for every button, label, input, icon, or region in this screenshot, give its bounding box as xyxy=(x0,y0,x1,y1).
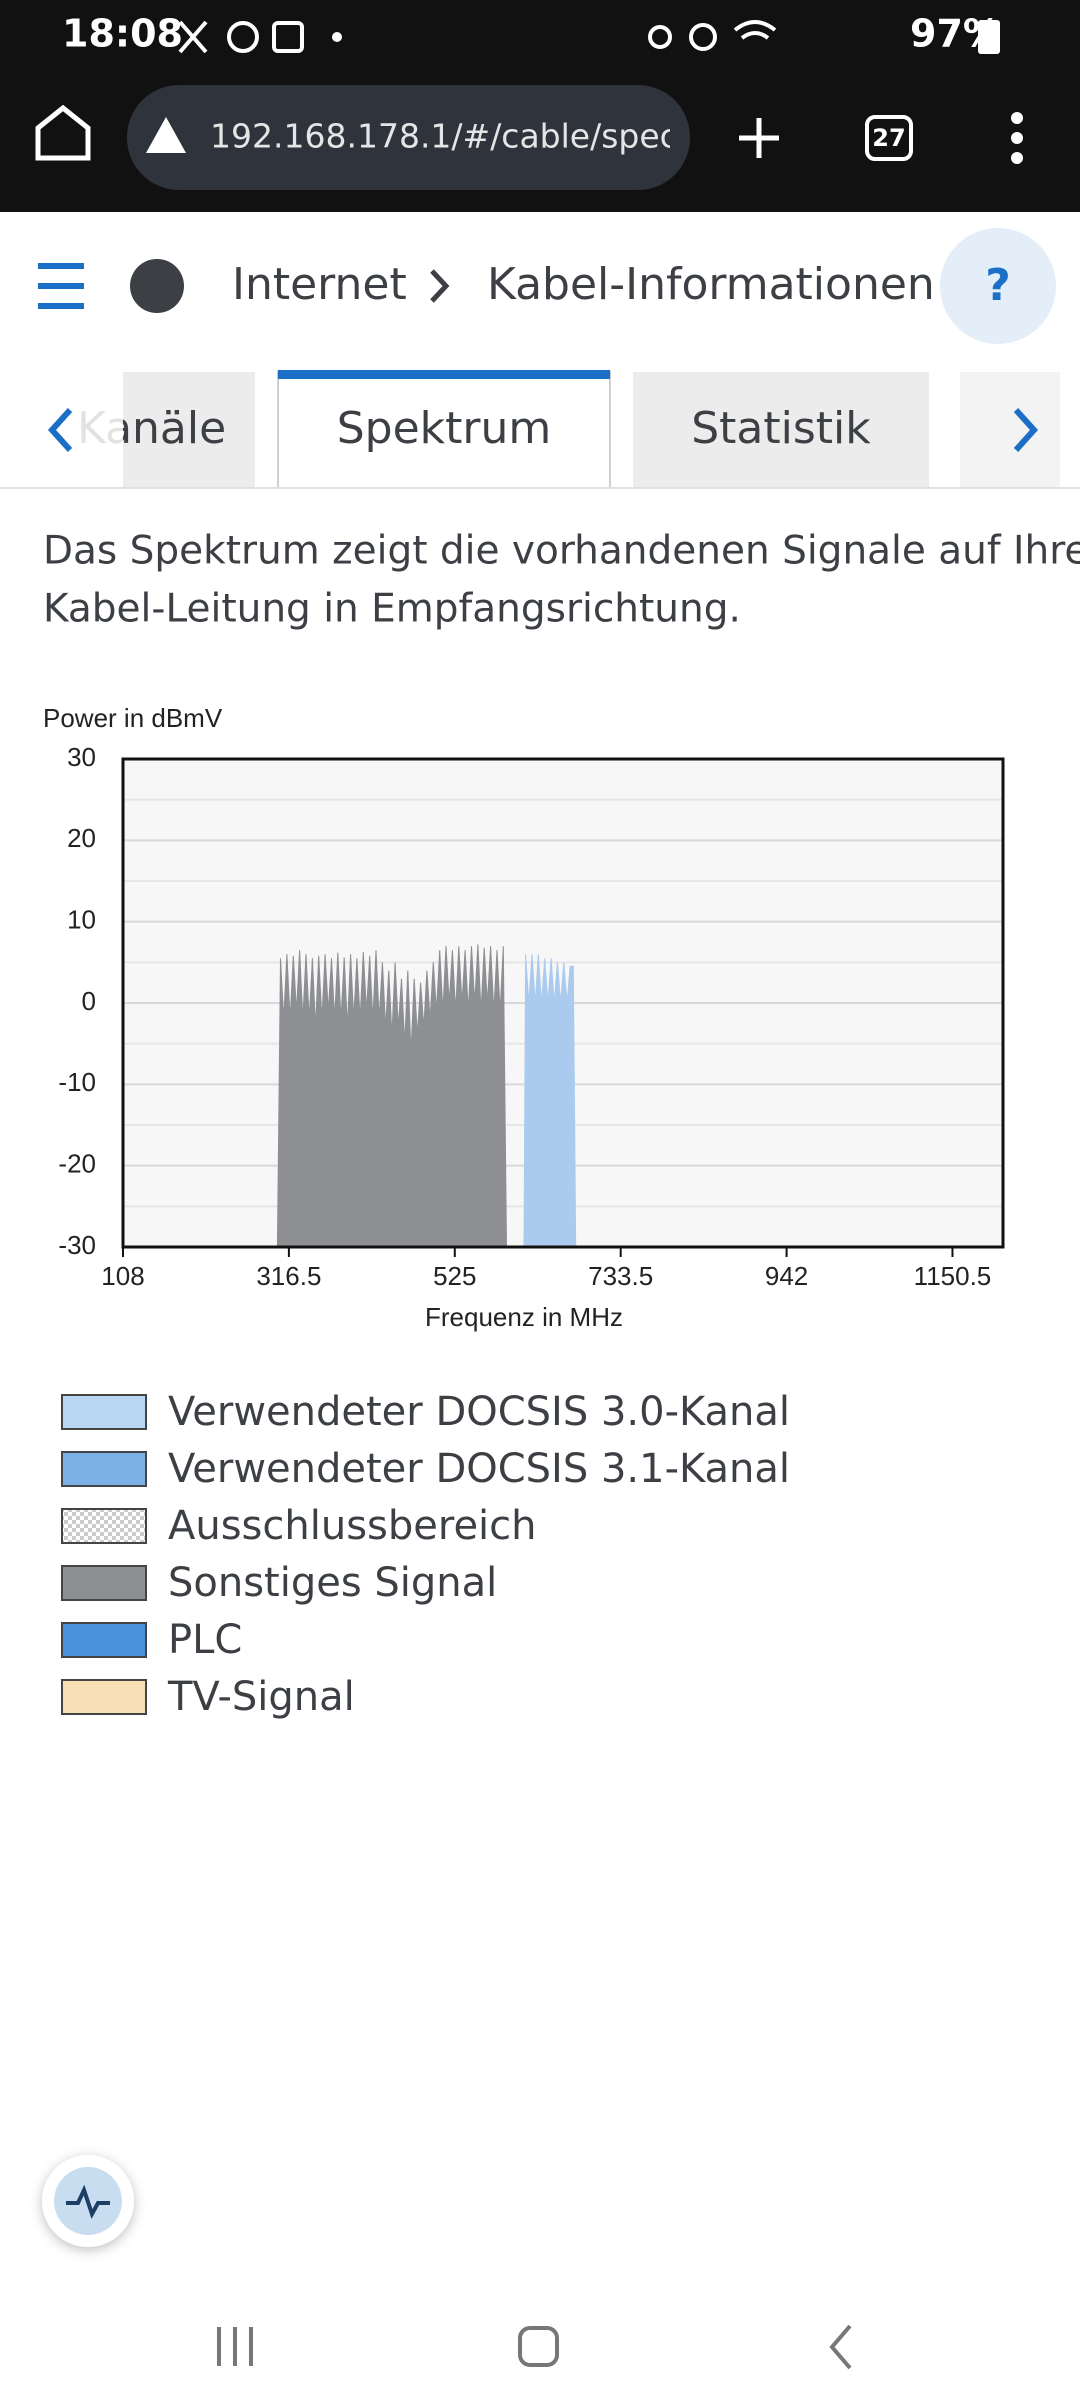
battery-icon xyxy=(978,20,1000,54)
nav-recents[interactable] xyxy=(217,2327,253,2366)
menu-button[interactable] xyxy=(1011,112,1023,164)
tab-active-indicator xyxy=(278,370,610,379)
nav-home[interactable] xyxy=(518,2326,559,2367)
y-tick-label: 20 xyxy=(67,823,96,853)
description: Kabel-Leitung in Empfangsrichtung. xyxy=(43,587,741,632)
y-tick-label: 10 xyxy=(67,905,96,935)
help-label: ? xyxy=(985,260,1011,311)
legend-swatch xyxy=(61,1622,147,1658)
x-tick-label: 525 xyxy=(433,1261,476,1291)
nav-bar xyxy=(0,2282,1080,2408)
legend-swatch xyxy=(61,1508,147,1544)
x-tick-label: 733.5 xyxy=(588,1261,653,1291)
status-time: 18:08 xyxy=(62,12,183,56)
help-button[interactable] xyxy=(940,228,1056,344)
y-tick-label: 0 xyxy=(82,986,96,1016)
globe-icon xyxy=(130,259,184,313)
pulse-icon xyxy=(66,2184,110,2219)
legend-label: PLC xyxy=(168,1617,242,1663)
legend-swatch xyxy=(61,1679,147,1715)
hamburger-menu[interactable] xyxy=(38,263,84,309)
arrow-left xyxy=(47,407,73,453)
y-tick-label: -10 xyxy=(58,1067,96,1097)
tab-scroll-left[interactable] xyxy=(0,372,123,487)
warning-icon xyxy=(146,117,186,153)
legend-swatch xyxy=(61,1565,147,1601)
spectrum-area xyxy=(276,944,508,1248)
tab-label: Spektrum xyxy=(337,403,552,454)
url-bar[interactable] xyxy=(127,85,690,190)
legend-label: Verwendeter DOCSIS 3.1-Kanal xyxy=(168,1446,790,1492)
x-tick-label: 316.5 xyxy=(256,1261,321,1291)
new-tab-button[interactable] xyxy=(739,118,779,158)
breadcrumb-current: Kabel-Informationen xyxy=(487,259,935,310)
breadcrumb-root[interactable]: Internet xyxy=(232,259,407,310)
legend-label: Sonstiges Signal xyxy=(168,1560,497,1606)
y-tick-label: -20 xyxy=(58,1149,96,1179)
breadcrumb-separator xyxy=(430,269,450,303)
description: Das Spektrum zeigt die vorhandenen Signa… xyxy=(43,529,1080,574)
y-tick-label: -30 xyxy=(58,1230,96,1260)
spectrum-area xyxy=(523,954,577,1248)
home-button[interactable] xyxy=(35,104,91,161)
arrow-right[interactable] xyxy=(1013,407,1039,453)
legend-swatch xyxy=(61,1451,147,1487)
x-tick-label: 942 xyxy=(765,1261,808,1291)
nav-back[interactable] xyxy=(829,2324,852,2370)
x-tick-label: 108 xyxy=(101,1261,144,1291)
y-axis-label: Power in dBmV xyxy=(43,703,223,733)
legend-label: Verwendeter DOCSIS 3.0-Kanal xyxy=(168,1389,790,1435)
x-tick-label: 1150.5 xyxy=(914,1261,992,1291)
tab[interactable] xyxy=(633,372,929,487)
legend-swatch xyxy=(61,1394,147,1430)
tab[interactable] xyxy=(960,372,1060,487)
legend-label: Ausschlussbereich xyxy=(168,1503,537,1549)
tab[interactable] xyxy=(123,372,255,487)
tab-count: 27 xyxy=(872,124,905,152)
x-axis-label: Frequenz in MHz xyxy=(425,1302,623,1332)
status-dot xyxy=(332,32,342,42)
status-icons xyxy=(178,20,777,54)
url-text: 192.168.178.1/#/cable/spectrum xyxy=(210,117,757,156)
legend-label: TV-Signal xyxy=(167,1674,355,1720)
plot-frame xyxy=(121,757,1005,1249)
tab-label: Statistik xyxy=(691,403,871,454)
tabs-button[interactable] xyxy=(865,115,913,161)
y-tick-label: 30 xyxy=(67,742,96,772)
